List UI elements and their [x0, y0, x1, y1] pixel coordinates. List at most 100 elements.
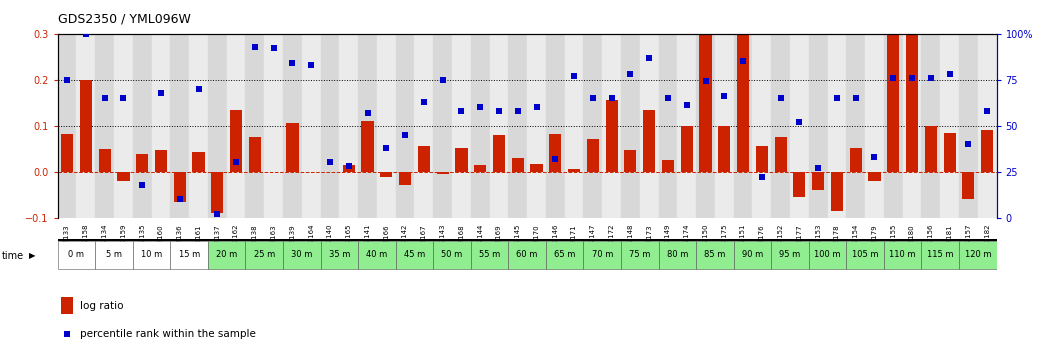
Bar — [99, 149, 111, 172]
Bar — [343, 165, 355, 172]
FancyBboxPatch shape — [245, 241, 283, 269]
Bar — [490, 34, 509, 218]
Text: 50 m: 50 m — [442, 250, 463, 259]
Bar — [474, 165, 487, 172]
Point — [679, 103, 695, 108]
Bar — [455, 148, 468, 172]
Bar — [151, 34, 170, 218]
Point — [228, 160, 244, 165]
FancyBboxPatch shape — [170, 241, 208, 269]
Bar — [790, 34, 809, 218]
Bar — [624, 150, 637, 172]
Point — [284, 60, 301, 66]
Point — [78, 31, 94, 36]
Bar — [136, 154, 148, 172]
Bar — [981, 130, 993, 172]
Point — [265, 46, 282, 51]
Text: 75 m: 75 m — [629, 250, 650, 259]
Bar — [192, 152, 205, 172]
Point — [397, 132, 413, 138]
Point — [453, 108, 470, 114]
Bar — [170, 34, 189, 218]
Point — [190, 86, 207, 92]
Point — [247, 44, 263, 49]
Text: 85 m: 85 m — [704, 250, 726, 259]
FancyBboxPatch shape — [471, 241, 509, 269]
Point — [641, 55, 658, 61]
Bar — [737, 0, 749, 172]
Bar — [399, 172, 411, 185]
Text: 10 m: 10 m — [141, 250, 163, 259]
Point — [152, 90, 169, 95]
Point — [829, 95, 845, 101]
Point — [378, 145, 394, 150]
Bar — [550, 134, 561, 172]
Text: 60 m: 60 m — [516, 250, 538, 259]
Bar — [793, 172, 806, 197]
Text: 5 m: 5 m — [106, 250, 122, 259]
Bar — [380, 172, 392, 177]
FancyBboxPatch shape — [809, 241, 847, 269]
Point — [584, 95, 601, 101]
Bar — [643, 110, 656, 172]
FancyBboxPatch shape — [884, 241, 921, 269]
Bar — [245, 34, 264, 218]
Bar — [847, 34, 865, 218]
Point — [547, 156, 563, 162]
Bar — [283, 34, 302, 218]
Bar — [77, 34, 95, 218]
Point — [866, 154, 883, 160]
Point — [941, 71, 958, 77]
Point — [322, 160, 339, 165]
Point — [415, 99, 432, 104]
Bar — [174, 172, 186, 202]
Bar — [605, 101, 618, 172]
Point — [848, 95, 864, 101]
Point — [660, 95, 677, 101]
FancyBboxPatch shape — [545, 241, 583, 269]
Text: 95 m: 95 m — [779, 250, 800, 259]
Bar — [531, 164, 542, 172]
Bar — [962, 172, 975, 199]
FancyBboxPatch shape — [621, 241, 659, 269]
Bar — [418, 147, 430, 172]
Bar — [752, 34, 771, 218]
Bar — [189, 34, 208, 218]
Point — [791, 119, 808, 125]
Bar — [865, 34, 884, 218]
Bar — [227, 34, 245, 218]
FancyBboxPatch shape — [283, 241, 321, 269]
Bar — [527, 34, 545, 218]
Bar — [509, 34, 528, 218]
Bar — [230, 110, 242, 172]
Bar — [568, 170, 580, 172]
Point — [303, 62, 320, 68]
Bar — [828, 34, 847, 218]
Bar — [678, 34, 697, 218]
Point — [960, 141, 977, 147]
Point — [622, 71, 639, 77]
Text: 120 m: 120 m — [964, 250, 991, 259]
Bar — [362, 121, 373, 172]
Bar — [545, 34, 564, 218]
Bar — [61, 297, 73, 314]
Text: 40 m: 40 m — [366, 250, 387, 259]
Bar — [659, 34, 678, 218]
Bar — [339, 34, 358, 218]
Bar — [771, 34, 790, 218]
FancyBboxPatch shape — [921, 241, 959, 269]
Point — [340, 163, 357, 169]
Bar — [493, 135, 505, 172]
Bar — [95, 34, 114, 218]
Text: 20 m: 20 m — [216, 250, 237, 259]
Bar — [58, 34, 77, 218]
Text: 105 m: 105 m — [852, 250, 878, 259]
Text: 55 m: 55 m — [479, 250, 500, 259]
Text: 115 m: 115 m — [927, 250, 954, 259]
Bar — [286, 124, 299, 172]
Text: log ratio: log ratio — [80, 301, 123, 310]
Bar — [436, 172, 449, 174]
FancyBboxPatch shape — [321, 241, 358, 269]
Bar — [512, 158, 523, 172]
Bar — [755, 147, 768, 172]
